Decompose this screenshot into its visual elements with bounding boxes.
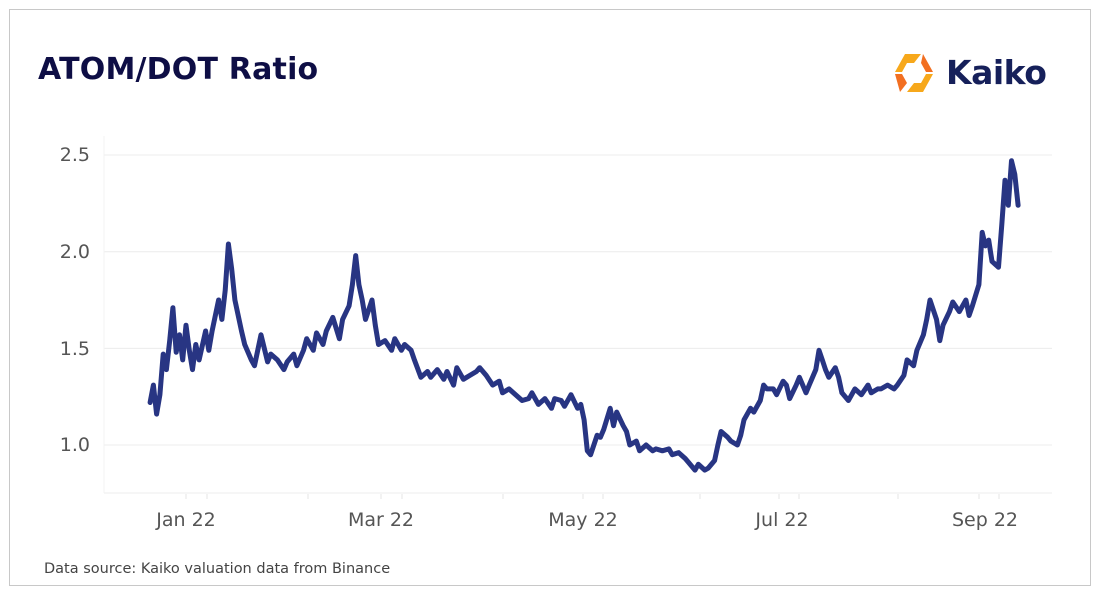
y-tick-label: 2.5 xyxy=(59,144,90,166)
x-tick-label: Sep 22 xyxy=(951,509,1019,531)
kaiko-logo-icon xyxy=(895,54,933,92)
y-tick-label: 1.0 xyxy=(59,434,90,456)
x-tick-label: Mar 22 xyxy=(347,509,415,531)
x-tick-label: Jul 22 xyxy=(755,509,809,531)
chart-card xyxy=(9,9,1091,586)
y-tick-label: 1.5 xyxy=(59,338,90,360)
x-tick-label: May 22 xyxy=(548,509,618,531)
atom-dot-ratio-line xyxy=(147,158,1021,473)
kaiko-logo-text: Kaiko xyxy=(946,53,1047,92)
x-tick-label: Jan 22 xyxy=(156,509,216,531)
x-axis-ticks xyxy=(185,494,1000,499)
kaiko-logo: Kaiko xyxy=(891,50,1047,96)
chart-title: ATOM/DOT Ratio xyxy=(38,52,319,87)
data-source-note: Data source: Kaiko valuation data from B… xyxy=(44,561,391,577)
gridlines xyxy=(103,136,1052,494)
y-tick-label: 2.0 xyxy=(59,241,90,263)
